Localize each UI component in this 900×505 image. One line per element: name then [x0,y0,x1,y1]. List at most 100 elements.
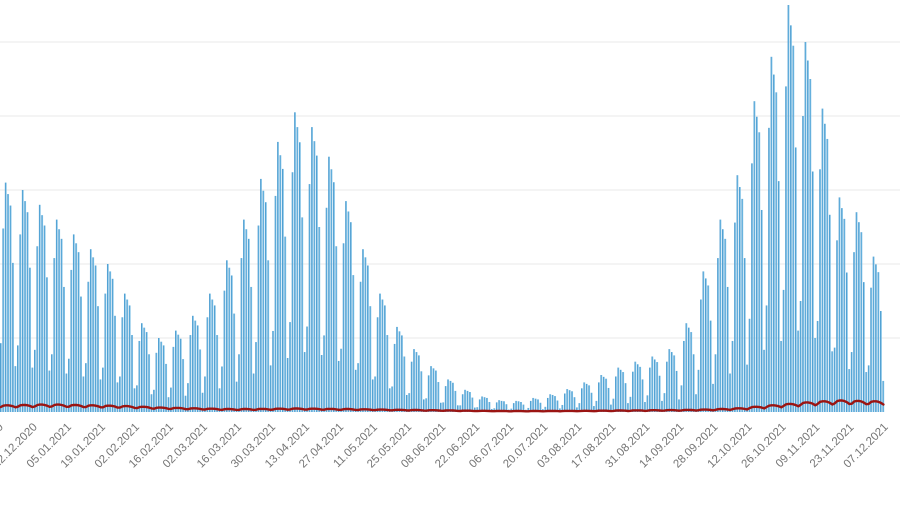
daily-value-bar [155,352,158,412]
daily-value-bar [116,382,119,412]
daily-value-bar [556,400,559,412]
daily-value-bar [14,366,17,412]
daily-value-bar [296,127,299,412]
daily-value-bar [457,405,459,412]
daily-value-bar [641,379,644,412]
daily-value-bar [804,42,807,412]
daily-value-bar [658,375,661,412]
daily-value-bar [306,326,309,412]
daily-value-bar [782,289,785,412]
daily-value-bar [571,391,574,412]
daily-value-bar [403,356,406,412]
daily-value-bar [430,366,433,412]
daily-value-bar [500,400,503,412]
daily-value-bar [294,112,296,413]
daily-value-bar [189,335,192,412]
daily-value-bar [80,296,82,412]
daily-value-bar [563,393,566,412]
daily-value-bar [505,404,508,412]
daily-value-bar [875,264,877,412]
daily-value-bar [612,398,615,412]
daily-value-bar [719,219,722,412]
daily-value-bar [469,392,471,412]
daily-value-bar [282,168,284,412]
daily-value-bar [410,361,413,412]
daily-value-bar [384,305,386,412]
daily-value-bar [607,387,610,412]
daily-value-bar [734,222,736,412]
daily-value-bar [38,204,41,412]
daily-value-bar [109,271,112,412]
daily-value-bar [471,397,474,412]
daily-value-bar [150,394,153,412]
daily-value-bar [160,341,163,412]
daily-value-bar [87,281,90,412]
daily-value-bar [97,306,99,412]
daily-value-bar [119,376,121,412]
daily-value-bar [704,278,707,412]
daily-value-bar [498,400,501,412]
daily-value-bar [303,352,306,412]
daily-value-bar [527,407,530,412]
daily-value-bar [267,260,270,412]
daily-value-bar [260,178,262,412]
daily-value-bar [104,293,107,412]
daily-value-bar [165,363,168,412]
daily-value-bar [760,209,763,412]
daily-value-bar [143,327,146,412]
daily-value-bar [880,310,882,412]
daily-value-bar [534,398,537,412]
daily-value-bar [206,317,209,412]
daily-value-bar [170,387,172,412]
daily-value-bar [442,402,445,412]
daily-value-bar [301,217,304,412]
daily-value-bar [464,389,467,412]
daily-value-bar [833,347,836,412]
daily-value-bar [405,394,408,412]
daily-value-bar [624,383,627,412]
daily-value-bar [692,354,695,412]
daily-value-bar [775,92,778,412]
daily-value-bar [284,236,287,412]
daily-value-bar [780,340,783,412]
daily-value-bar [192,315,194,412]
daily-value-bar [286,357,289,412]
daily-value-bar [199,349,202,412]
daily-value-bar [201,392,204,412]
daily-value-bar [882,380,885,412]
daily-value-bar [187,383,189,412]
daily-value-bar [63,286,65,412]
daily-value-bar [459,405,462,412]
daily-value-bar [51,354,53,412]
daily-value-bar [617,367,620,412]
daily-value-bar [75,243,78,412]
daily-value-bar [802,116,804,412]
daily-value-bar [590,392,593,412]
daily-value-bar [379,293,381,412]
daily-value-bar [19,234,22,412]
daily-value-bar [211,299,214,412]
daily-value-bar [72,234,75,412]
daily-value-bar [588,385,591,412]
daily-value-bar [821,108,824,412]
daily-value-bar [48,370,51,412]
daily-value-bar [826,138,829,412]
daily-value-bar [158,338,160,412]
daily-value-bar [702,271,705,412]
daily-value-bar [46,277,48,412]
daily-value-bar [700,299,702,412]
daily-value-bar [432,368,435,412]
daily-value-bar [615,376,617,412]
daily-value-bar [449,380,452,412]
daily-value-bar [243,219,245,412]
daily-value-bar [240,258,243,412]
daily-value-bar [666,361,668,412]
daily-value-bar [299,142,301,412]
daily-value-bar [364,257,367,412]
daily-value-bar [712,383,715,412]
daily-value-bar [743,258,746,412]
daily-value-bar [136,385,138,412]
daily-value-bar [221,366,223,412]
